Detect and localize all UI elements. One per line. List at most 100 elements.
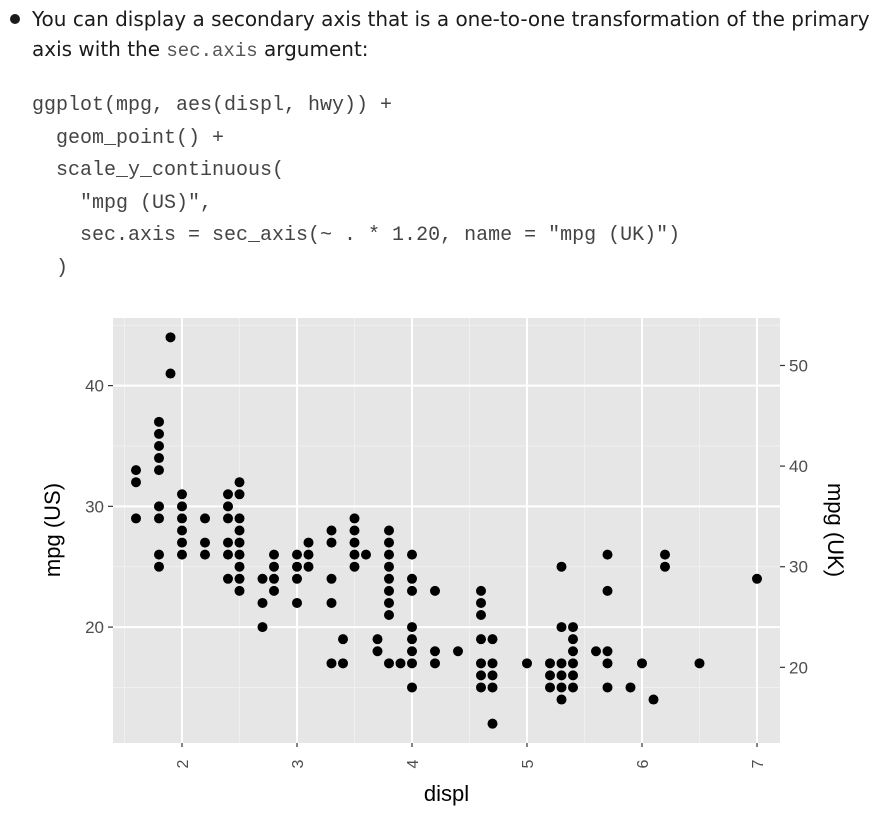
intro-lead: You can display a secondary axis that is… [32,7,870,61]
data-point [556,694,567,705]
data-point [154,465,164,476]
data-point [407,622,417,633]
data-point [545,682,555,693]
data-point [200,537,210,548]
data-point [556,658,567,669]
data-point [602,585,613,596]
data-point [234,585,245,596]
data-point [453,646,463,657]
data-point [660,561,670,572]
y2-tick-label: 50 [789,356,808,375]
data-point [292,597,302,608]
data-point [223,549,233,560]
data-point [487,682,498,693]
code-line: geom_point() + [32,126,225,150]
data-point [165,368,176,379]
data-point [269,585,279,596]
data-point [200,549,210,560]
data-point [326,537,337,548]
data-point [384,561,394,572]
x-tick-label: 2 [175,759,192,768]
x-tick-label: 5 [520,759,537,768]
data-point [223,573,233,584]
data-point [384,573,394,584]
intro-tail: argument: [257,37,369,61]
data-point [154,561,164,572]
data-point [372,646,383,657]
data-point [257,597,268,608]
data-point [131,513,141,524]
data-point [602,646,613,657]
data-point [602,658,613,669]
data-point [154,513,164,524]
data-point [625,682,636,693]
data-point [234,549,245,560]
data-point [648,694,659,705]
data-point [487,670,498,681]
data-point [303,549,314,560]
data-point [223,537,233,548]
data-point [154,428,164,439]
data-point [752,573,762,584]
data-point [384,658,394,669]
data-point [349,525,360,536]
data-point [637,658,647,669]
data-point [476,670,486,681]
data-point [361,549,371,560]
data-point [407,585,417,596]
data-point [177,489,187,500]
data-point [154,549,164,560]
data-points [131,332,762,729]
data-point [326,597,337,608]
code-line: ) [32,256,69,280]
data-point [326,658,337,669]
data-point [476,585,486,596]
data-point [694,658,705,669]
data-point [384,537,394,548]
data-point [476,597,486,608]
data-point [384,525,394,536]
data-point [407,573,417,584]
data-point [269,561,279,572]
data-point [556,670,567,681]
code-block: ggplot(mpg, aes(displ, hwy)) + geom_poin… [32,90,680,285]
x-tick-label: 3 [290,759,307,768]
data-point [165,332,176,343]
grid-major [113,318,780,743]
data-point [430,658,440,669]
data-point [234,537,245,548]
data-point [154,440,164,451]
data-point [591,646,601,657]
data-point [384,597,394,608]
data-point [476,682,486,693]
axes: 2 3 4 5 6 7 20 30 40 20 30 40 50 [85,356,808,768]
data-point [234,573,245,584]
data-point [269,549,279,560]
data-point [407,634,417,645]
data-point [395,658,406,669]
data-point [384,585,394,596]
code-line: ggplot(mpg, aes(displ, hwy)) + [32,94,393,117]
data-point [177,549,187,560]
data-point [430,646,440,657]
data-point [407,549,417,560]
data-point [200,513,210,524]
y2-tick-label: 20 [789,658,808,677]
data-point [476,658,486,669]
data-point [131,477,141,488]
data-point [177,537,187,548]
data-point [487,634,498,645]
data-point [349,537,360,548]
data-point [234,561,245,572]
data-point [372,634,383,645]
data-point [384,549,394,560]
data-point [568,646,578,657]
data-point [545,670,555,681]
data-point [487,658,498,669]
data-point [234,513,245,524]
data-point [338,658,348,669]
data-point [568,670,578,681]
data-point [223,501,233,512]
data-point [407,646,417,657]
plot-panel [113,318,780,743]
